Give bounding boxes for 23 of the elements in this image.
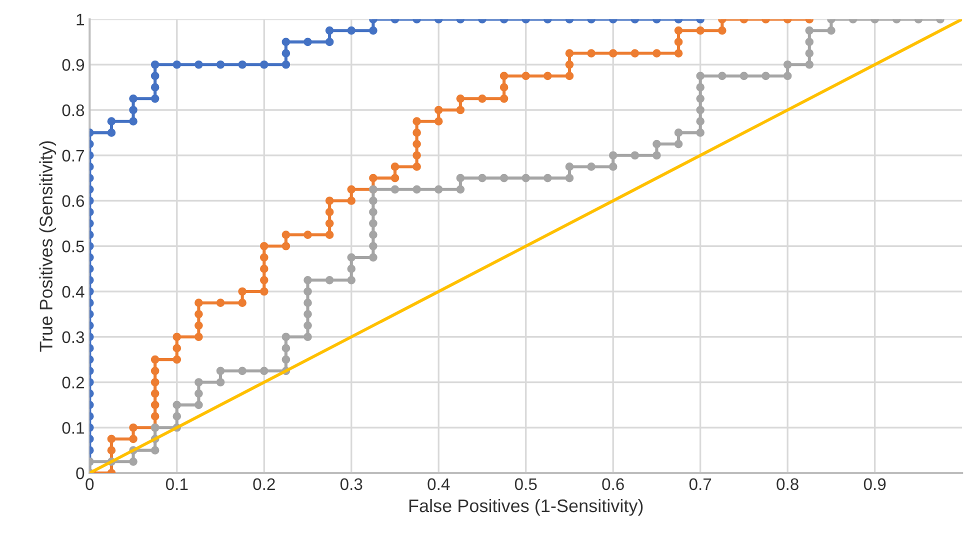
y-tick-label: 0.2 [62,376,84,388]
y-tick-label: 0.3 [62,331,84,344]
x-tick-label: 0.7 [689,478,712,490]
y-tick-label: 1 [76,14,84,26]
x-tick-label: 0.4 [428,478,450,490]
y-tick-label: 0.6 [62,195,84,207]
y-tick-label: 0.9 [62,59,84,71]
y-tick-label: 0.4 [62,286,84,298]
x-axis-title: False Positives (1-Sensitivity) [409,498,643,516]
y-tick-label: 0.5 [62,240,84,252]
x-tick-label: 0.2 [253,478,275,490]
y-axis-title: True Positives (Sensitivity) [39,141,56,352]
y-tick-label: 0 [76,467,84,480]
x-tick-label: 0.5 [514,478,537,490]
x-tick-label: 0.3 [340,478,362,490]
x-tick-label: 0.6 [602,478,624,490]
x-tick-label: 0 [86,478,94,490]
x-tick-label: 0.1 [166,478,188,490]
x-tick-label: 0.8 [776,478,798,490]
y-tick-label: 0.8 [62,104,84,116]
x-tick-label: 0.9 [864,478,886,490]
y-tick-label: 0.7 [62,150,84,162]
y-tick-label: 0.1 [62,422,84,434]
